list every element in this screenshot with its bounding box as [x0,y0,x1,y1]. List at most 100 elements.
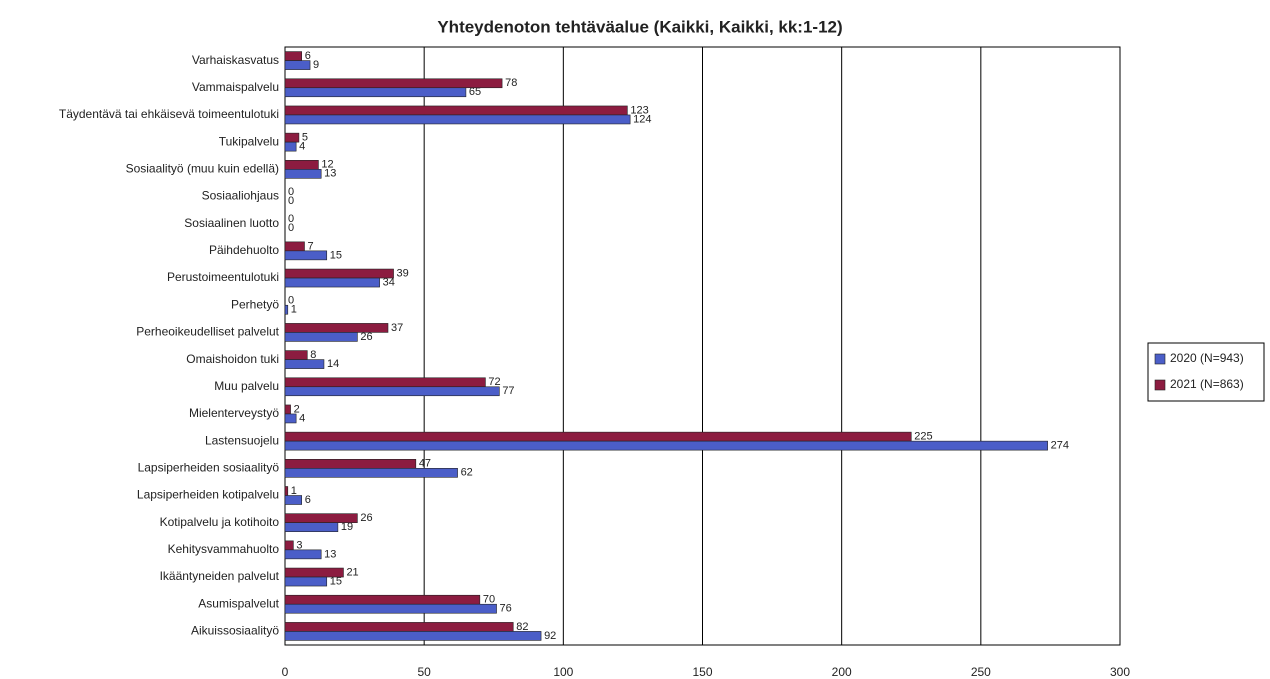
legend-swatch [1154,353,1166,365]
value-label: 2 [294,403,300,415]
value-label: 39 [397,267,409,279]
bar [284,160,319,170]
bar [284,241,305,252]
legend-label: 2020 (N=943) [1170,351,1244,365]
y-tick-label: Sosiaalinen luotto [184,216,279,230]
y-tick-label: Sosiaalityö (muu kuin edellä) [126,161,279,175]
bar [284,540,294,551]
bar [284,522,339,532]
bar [284,359,325,369]
value-label: 6 [305,50,311,62]
y-tick-label: Lastensuojelu [205,433,279,447]
bar [284,304,289,315]
x-tick-label: 50 [417,665,431,679]
y-tick-label: Ikääntyneiden palvelut [160,569,280,583]
y-tick-label: Perustoimeentulotuki [167,270,279,284]
bar [284,51,303,61]
value-label: 76 [500,603,512,615]
x-tick-label: 100 [553,665,573,679]
bar [284,486,289,496]
legend-swatch [1154,379,1166,391]
value-label: 0 [288,295,294,307]
value-label: 12 [321,159,333,171]
value-label: 15 [330,575,342,587]
value-label: 13 [324,168,336,180]
value-label: 15 [330,249,342,261]
y-tick-label: Lapsiperheiden sosiaalityö [138,460,280,474]
bar [284,468,458,478]
bar [284,377,486,388]
value-label: 7 [307,240,313,252]
y-tick-label: Aikuissosiaalityö [191,624,279,638]
value-label: 26 [360,331,372,343]
y-tick-label: Päihdehuolto [209,243,279,257]
y-tick-label: Perheoikeudelliset palvelut [136,325,279,339]
chart-title: Yhteydenoton tehtäväalue (Kaikki, Kaikki… [437,17,842,36]
value-label: 4 [299,412,305,424]
x-tick-label: 200 [832,665,852,679]
value-label: 0 [288,213,294,225]
bar [284,404,291,415]
bar [284,631,542,641]
value-label: 0 [288,222,294,234]
value-label: 26 [360,512,372,524]
bar [284,576,328,587]
value-label: 92 [544,630,556,642]
x-tick-label: 0 [282,665,289,679]
bar [284,350,308,360]
value-label: 0 [288,195,294,207]
bar [284,141,297,152]
value-label: 77 [502,385,514,397]
value-label: 13 [324,548,336,560]
bar [284,603,497,614]
bar [284,459,417,469]
legend-label: 2021 (N=863) [1170,377,1244,391]
y-tick-label: Mielenterveystyö [189,406,279,420]
value-label: 5 [302,132,308,144]
value-label: 82 [516,621,528,633]
value-label: 124 [633,113,651,125]
value-label: 78 [505,77,517,89]
y-tick-label: Muu palvelu [214,379,279,393]
y-tick-label: Kehitysvammahuolto [168,542,280,556]
value-label: 9 [313,59,319,71]
x-tick-label: 150 [692,665,712,679]
y-tick-label: Varhaiskasvatus [192,53,279,67]
bar [284,431,912,442]
bar [284,440,1048,451]
bar [284,495,303,505]
bar [284,132,300,143]
bar [284,332,358,342]
value-label: 3 [296,539,302,551]
y-tick-label: Tukipalvelu [219,134,279,148]
bar [284,386,500,397]
bar [284,87,467,98]
value-label: 72 [488,376,500,388]
value-label: 0 [288,186,294,198]
y-tick-label: Perhetyö [231,297,279,311]
bar [284,250,328,261]
bar [284,549,322,560]
value-label: 70 [483,594,495,606]
value-label: 1 [291,485,297,497]
bar [284,60,311,70]
x-tick-label: 300 [1110,665,1130,679]
bar [284,169,322,179]
value-label: 4 [299,141,305,153]
y-tick-label: Täydentävä tai ehkäisevä toimeentulotuki [59,107,279,121]
bar [284,277,380,288]
bar [284,105,628,116]
value-label: 47 [419,458,431,470]
value-label: 1 [291,304,297,316]
bar [284,622,514,632]
value-label: 225 [914,431,932,443]
bar [284,413,297,424]
value-label: 14 [327,358,339,370]
value-label: 62 [461,467,473,479]
y-tick-label: Sosiaaliohjaus [202,189,279,203]
y-tick-label: Vammaispalvelu [192,80,279,94]
value-label: 8 [310,349,316,361]
y-tick-label: Lapsiperheiden kotipalvelu [137,488,279,502]
bar [284,594,481,605]
